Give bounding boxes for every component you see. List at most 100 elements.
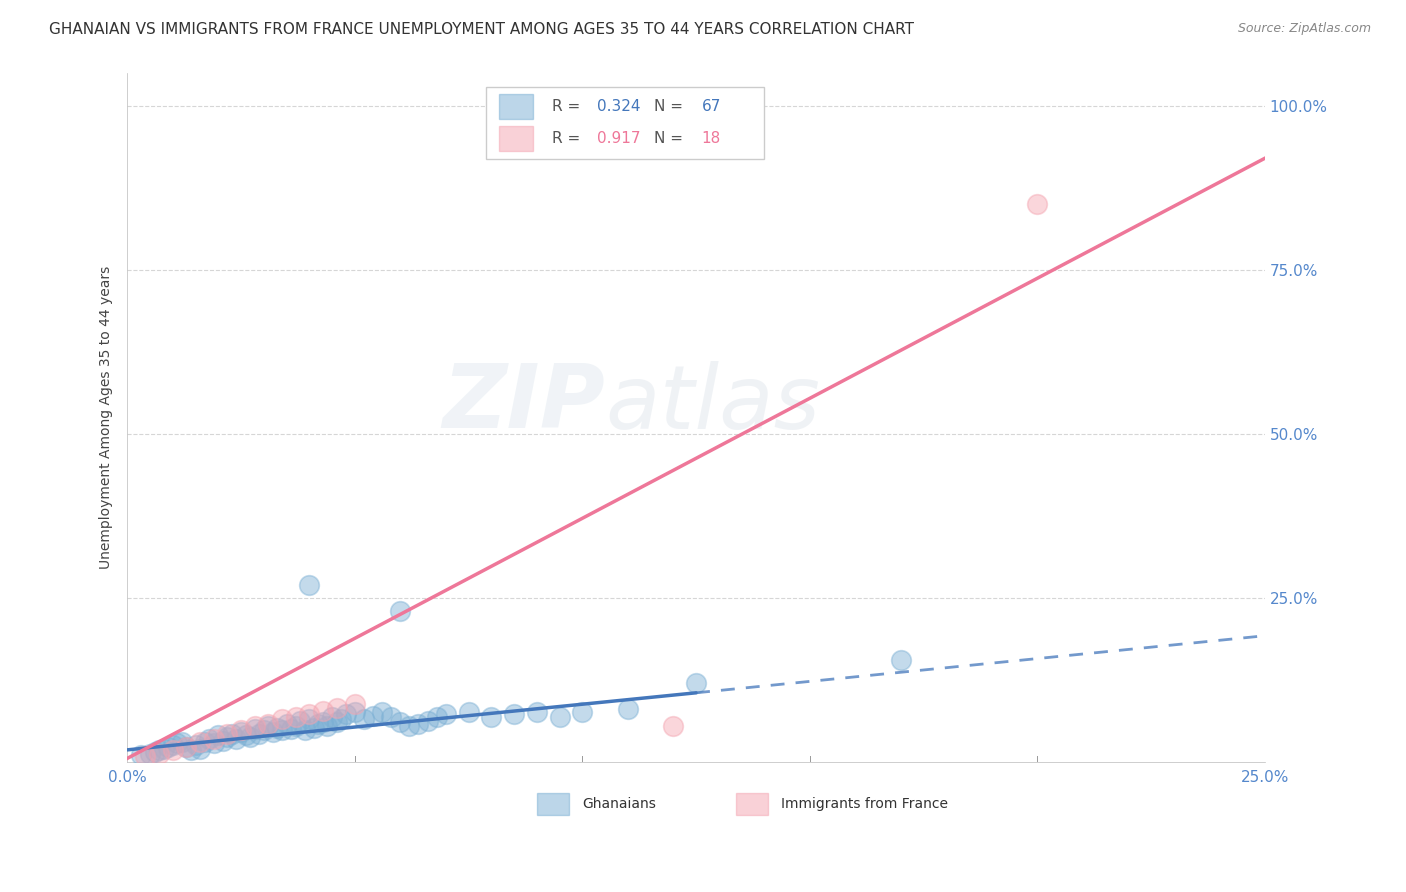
Point [321, 710, 343, 724]
Point [139, 747, 162, 761]
Point [211, 733, 233, 747]
Point [266, 721, 288, 735]
Point [176, 740, 198, 755]
Point [180, 743, 202, 757]
Text: N =: N = [654, 131, 683, 146]
Point [890, 653, 912, 667]
Bar [735, 793, 768, 814]
Point [198, 731, 221, 746]
Point [225, 731, 247, 746]
Point [298, 577, 321, 591]
Point [166, 736, 188, 750]
Point [162, 739, 184, 753]
Point [457, 706, 479, 720]
Point [353, 712, 375, 726]
Point [217, 730, 239, 744]
Point [526, 706, 548, 720]
Point [298, 707, 321, 722]
Point [276, 716, 298, 731]
Point [202, 731, 225, 746]
Text: R =: R = [551, 99, 579, 114]
Point [325, 715, 347, 730]
Point [343, 697, 366, 711]
Point [302, 721, 325, 735]
Point [617, 702, 640, 716]
Text: Ghanaians: Ghanaians [582, 797, 657, 811]
Point [271, 723, 294, 738]
Point [148, 743, 170, 757]
Point [325, 701, 347, 715]
Text: ZIP: ZIP [443, 360, 605, 447]
Point [503, 707, 526, 722]
Point [685, 676, 707, 690]
Point [217, 727, 239, 741]
Point [479, 710, 502, 724]
Point [284, 718, 307, 732]
Point [298, 712, 321, 726]
Text: 18: 18 [702, 131, 721, 146]
Point [243, 718, 266, 732]
Point [129, 748, 152, 763]
Point [361, 708, 384, 723]
Point [288, 714, 311, 728]
Text: Source: ZipAtlas.com: Source: ZipAtlas.com [1237, 22, 1371, 36]
Bar [537, 793, 568, 814]
Point [307, 716, 329, 731]
Point [335, 707, 357, 722]
Text: 0.324: 0.324 [598, 99, 641, 114]
Point [262, 725, 284, 739]
Point [280, 722, 302, 736]
Point [247, 727, 270, 741]
Point [312, 704, 335, 718]
Point [152, 741, 174, 756]
Point [202, 736, 225, 750]
Point [294, 723, 316, 738]
Point [188, 741, 211, 756]
Point [243, 722, 266, 736]
Point [408, 716, 430, 731]
Text: atlas: atlas [605, 360, 820, 447]
Point [257, 718, 280, 732]
Y-axis label: Unemployment Among Ages 35 to 44 years: Unemployment Among Ages 35 to 44 years [100, 266, 114, 569]
Point [239, 730, 262, 744]
Point [548, 710, 571, 724]
Bar [499, 126, 533, 151]
Text: GHANAIAN VS IMMIGRANTS FROM FRANCE UNEMPLOYMENT AMONG AGES 35 TO 44 YEARS CORREL: GHANAIAN VS IMMIGRANTS FROM FRANCE UNEMP… [49, 22, 914, 37]
Point [253, 723, 276, 738]
Text: Immigrants from France: Immigrants from France [782, 797, 949, 811]
Point [229, 725, 252, 739]
Point [1026, 197, 1049, 211]
Point [271, 712, 294, 726]
Point [434, 707, 457, 722]
Point [188, 735, 211, 749]
Text: R =: R = [551, 131, 579, 146]
Point [380, 710, 402, 724]
Text: N =: N = [654, 99, 683, 114]
Point [571, 706, 593, 720]
Point [389, 604, 412, 618]
Point [426, 710, 449, 724]
Point [284, 710, 307, 724]
Point [162, 743, 184, 757]
Text: 67: 67 [702, 99, 721, 114]
Point [371, 706, 394, 720]
Point [157, 740, 180, 755]
Point [312, 715, 335, 730]
Point [221, 727, 243, 741]
Point [389, 715, 412, 730]
Point [148, 747, 170, 761]
Point [398, 718, 420, 732]
Point [184, 739, 207, 753]
Point [194, 735, 217, 749]
Point [176, 740, 198, 755]
Point [207, 728, 229, 742]
Point [170, 735, 193, 749]
Bar [499, 95, 533, 120]
Point [662, 718, 685, 732]
FancyBboxPatch shape [485, 87, 765, 159]
Point [229, 723, 252, 738]
Point [316, 718, 339, 732]
Point [257, 716, 280, 731]
Point [416, 714, 439, 728]
Point [235, 728, 257, 742]
